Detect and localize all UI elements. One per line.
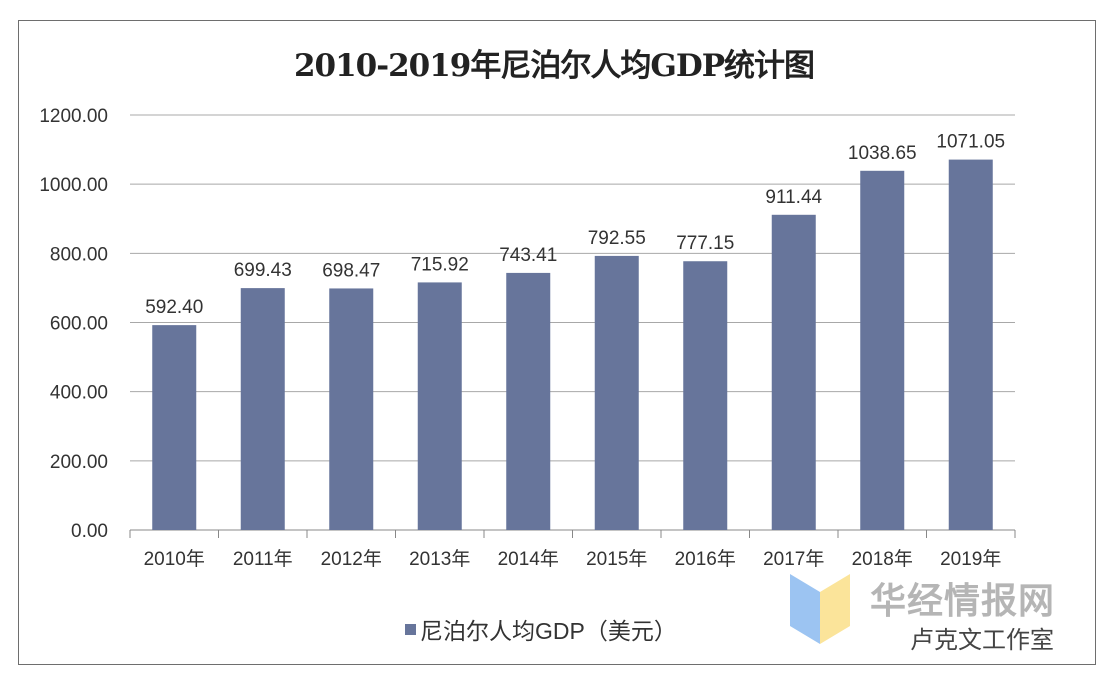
- y-tick-label: 1000.00: [39, 175, 108, 196]
- bar: [329, 288, 374, 530]
- y-tick-label: 400.00: [50, 383, 108, 404]
- bar: [594, 255, 639, 530]
- x-tick-label: 2011年: [233, 548, 293, 570]
- bar: [240, 288, 285, 530]
- data-label: 1038.65: [848, 143, 917, 164]
- x-tick-label: 2016年: [675, 548, 736, 570]
- bar: [948, 159, 993, 530]
- data-label: 777.15: [676, 233, 734, 254]
- x-tick-label: 2017年: [763, 548, 824, 570]
- data-label: 699.43: [234, 260, 292, 281]
- x-tick-label: 2013年: [409, 548, 470, 570]
- legend: 尼泊尔人均GDP（美元）: [405, 612, 677, 646]
- x-tick-label: 2015年: [586, 548, 647, 570]
- x-tick-label: 2014年: [498, 548, 559, 570]
- legend-label: 尼泊尔人均GDP（美元）: [420, 618, 677, 644]
- bar: [152, 325, 197, 530]
- y-tick-label: 1200.00: [39, 106, 108, 127]
- data-label: 911.44: [765, 187, 822, 208]
- chart-title: 2010-2019年尼泊尔人均GDP统计图: [293, 48, 815, 84]
- y-tick-label: 800.00: [50, 244, 108, 265]
- data-label: 792.55: [588, 228, 646, 249]
- watermark-brand: 华经情报网: [870, 580, 1056, 621]
- x-tick-label: 2019年: [940, 548, 1001, 570]
- data-label: 592.40: [145, 297, 203, 318]
- x-tick-label: 2010年: [144, 548, 205, 570]
- x-tick-label: 2018年: [852, 548, 913, 570]
- data-label: 698.47: [322, 260, 380, 281]
- legend-swatch: [405, 623, 416, 635]
- y-tick-label: 0.00: [71, 521, 108, 542]
- bar: [506, 272, 551, 530]
- y-tick-label: 600.00: [50, 314, 108, 335]
- watermark-account: 卢克文工作室: [910, 627, 1054, 654]
- watermark: 华经情报网 卢克文工作室: [790, 572, 1080, 654]
- data-label: 743.41: [499, 245, 557, 266]
- bar: [417, 282, 462, 530]
- x-tick-label: 2012年: [321, 548, 382, 570]
- y-tick-label: 200.00: [50, 452, 108, 473]
- watermark-logo-icon: [790, 574, 850, 644]
- data-label: 715.92: [411, 254, 469, 275]
- bar: [771, 214, 816, 530]
- bar: [860, 170, 905, 530]
- chart-frame: [18, 20, 1096, 665]
- bar: [683, 261, 728, 530]
- data-label: 1071.05: [936, 132, 1005, 153]
